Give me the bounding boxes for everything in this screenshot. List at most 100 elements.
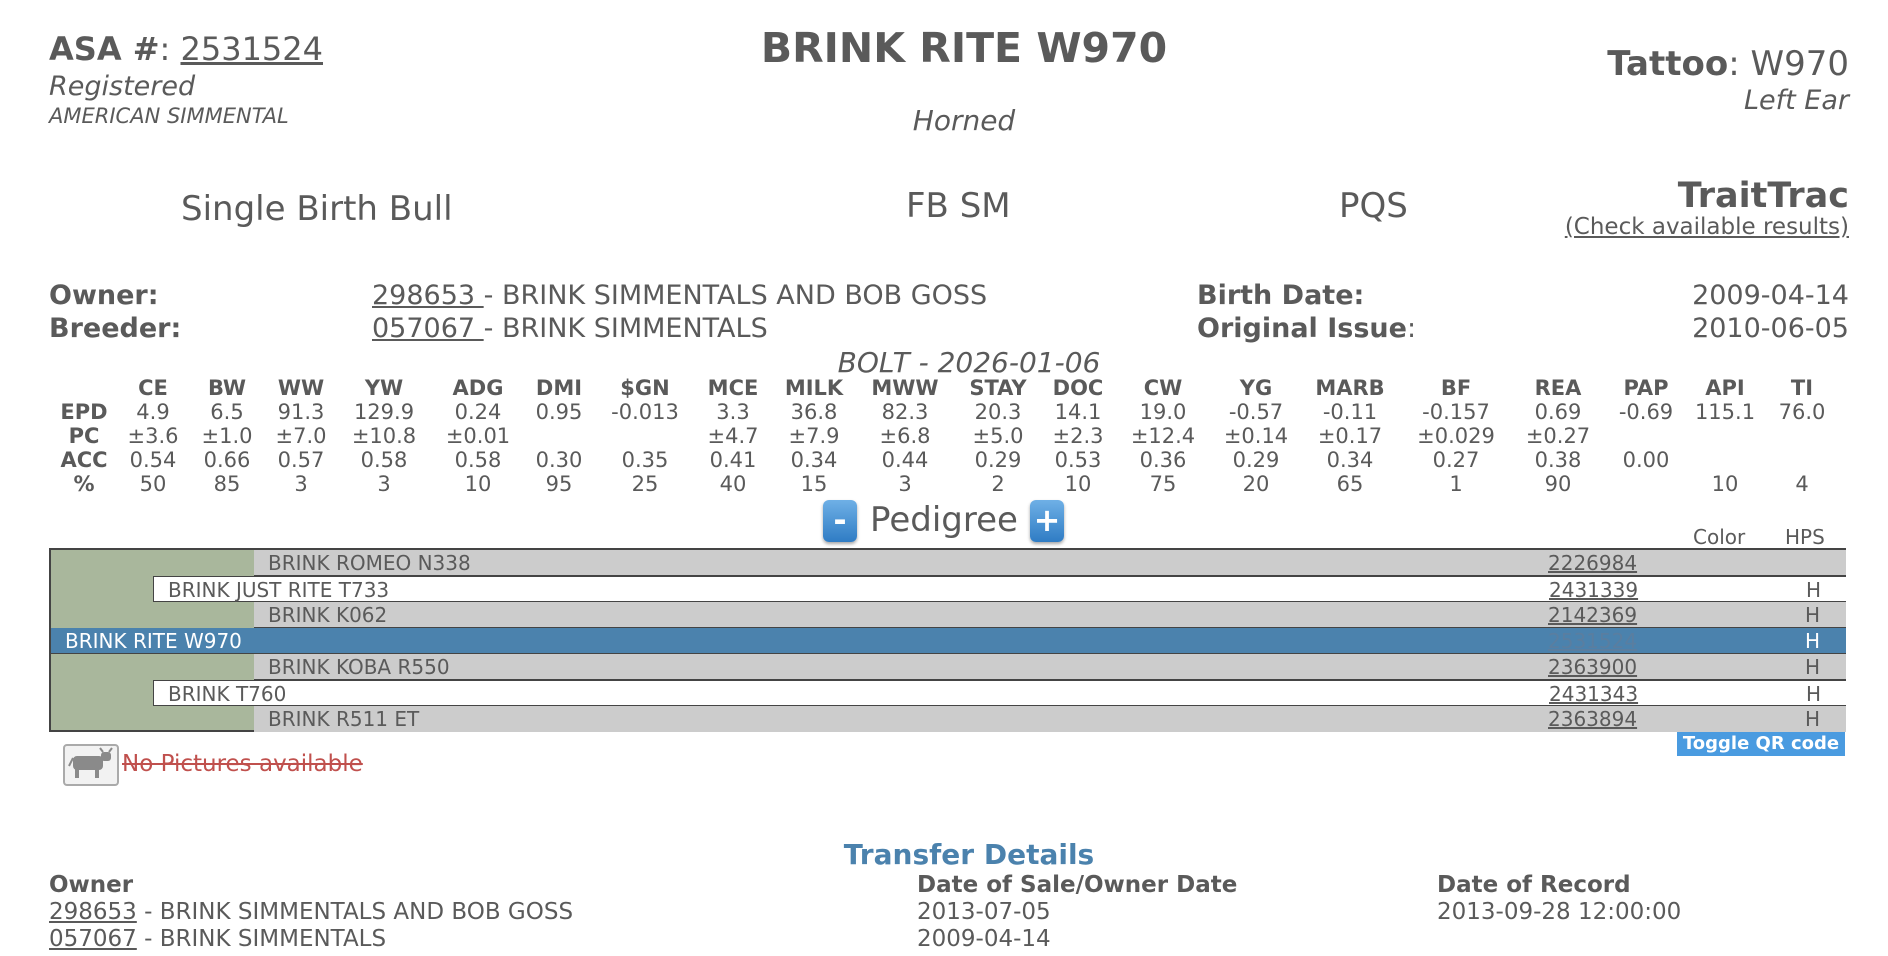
- epd-cell: -0.57: [1228, 400, 1284, 424]
- pedigree-hps: H: [1806, 682, 1822, 706]
- epd-cell: ±3.6: [127, 424, 179, 448]
- epd-cell: ±10.8: [351, 424, 417, 448]
- epd-cell: 15: [800, 472, 828, 496]
- transfer-owner-id-link[interactable]: 057067: [49, 926, 137, 952]
- epd-cell: 0.35: [621, 448, 669, 472]
- pedigree-reg-link[interactable]: 2363900: [1548, 655, 1638, 679]
- no-pictures-link[interactable]: No Pictures available: [122, 751, 363, 777]
- cow-icon[interactable]: [63, 744, 119, 786]
- epd-cell: ±0.27: [1525, 424, 1591, 448]
- epd-cell: 50: [139, 472, 167, 496]
- original-issue-date: 2010-06-05: [1692, 313, 1849, 344]
- owner-id-link[interactable]: 298653: [372, 280, 484, 311]
- epd-col-header: TI: [1790, 376, 1814, 400]
- epd-col-header: PAP: [1623, 376, 1669, 400]
- epd-cell: -0.157: [1422, 400, 1490, 424]
- pedigree-animal-name: BRINK ROMEO N338: [268, 551, 471, 575]
- epd-cell: 10: [464, 472, 492, 496]
- epd-cell: 0.00: [1622, 448, 1670, 472]
- epd-col-header: ADG: [452, 376, 504, 400]
- epd-cell: 0.54: [129, 448, 177, 472]
- transfer-row-1-owner: 298653 - BRINK SIMMENTALS AND BOB GOSS: [49, 899, 573, 925]
- pedigree-reg-link[interactable]: 2363894: [1548, 707, 1638, 731]
- epd-cell: 0.44: [881, 448, 929, 472]
- epd-cell: 65: [1336, 472, 1364, 496]
- epd-col-header: REA: [1534, 376, 1582, 400]
- pedigree-collapse-button[interactable]: -: [823, 500, 857, 542]
- asa-label: ASA #: [49, 30, 160, 68]
- pedigree-reg-link[interactable]: 2431339: [1549, 578, 1639, 602]
- cow-icon-graphic: [68, 747, 113, 778]
- epd-row-pc: PC ±3.6 ±1.0 ±7.0 ±10.8 ±0.01 ±4.7 ±7.9 ±6.8 ±5.0…: [49, 424, 1849, 448]
- epd-cell: ±0.14: [1223, 424, 1289, 448]
- epd-cell: 0.36: [1139, 448, 1187, 472]
- epd-cell: 0.66: [203, 448, 251, 472]
- epd-cell: ±1.0: [201, 424, 253, 448]
- pedigree-expand-button[interactable]: +: [1030, 500, 1064, 542]
- epd-cell: ±12.4: [1130, 424, 1196, 448]
- pqs: PQS: [1339, 186, 1408, 226]
- epd-row-acc: ACC 0.54 0.66 0.57 0.58 0.58 0.30 0.35 0.41 0.34 0…: [49, 448, 1849, 472]
- tattoo-location: Left Ear: [1743, 85, 1849, 116]
- pedigree-reg-link[interactable]: 2226984: [1548, 551, 1638, 575]
- epd-run-label: BOLT - 2026-01-06: [837, 346, 1101, 379]
- pedigree-row-subject: BRINK RITE W970 2531524 H: [51, 628, 1846, 654]
- epd-header-row: CE BW WW YW ADG DMI $GN MCE MILK MWW STAY DOC CW YG MA…: [49, 376, 1849, 400]
- epd-cell: 3: [898, 472, 912, 496]
- epd-cell: 90: [1544, 472, 1572, 496]
- transfer-row-1-sale-date: 2013-07-05: [917, 899, 1051, 925]
- epd-cell: 6.5: [210, 400, 244, 424]
- epd-cell: 75: [1149, 472, 1177, 496]
- original-issue-sep: :: [1406, 313, 1417, 344]
- epd-col-header: CW: [1143, 376, 1183, 400]
- asa-number-line: ASA #: 2531524: [49, 30, 323, 68]
- pedigree-title: Pedigree: [870, 500, 1018, 540]
- pedigree-row: BRINK K062 2142369 H: [254, 602, 1846, 628]
- asa-number-link[interactable]: 2531524: [180, 30, 323, 68]
- pedigree-row: BRINK R511 ET 2363894 H: [254, 706, 1846, 732]
- breeder-name: - BRINK SIMMENTALS: [483, 313, 768, 344]
- pedigree-color-header: Color: [1693, 525, 1746, 549]
- epd-cell: 0.29: [974, 448, 1022, 472]
- tattoo-value: W970: [1750, 44, 1849, 84]
- owner-info: 298653 - BRINK SIMMENTALS AND BOB GOSS: [372, 280, 987, 311]
- epd-cell: 40: [719, 472, 747, 496]
- pedigree-hps: H: [1805, 707, 1821, 731]
- pedigree-hps: H: [1806, 578, 1822, 602]
- transfer-record-date-header: Date of Record: [1437, 872, 1631, 898]
- tattoo-sep: :: [1728, 44, 1740, 84]
- epd-cell: ±2.3: [1052, 424, 1104, 448]
- epd-col-header: MCE: [707, 376, 759, 400]
- pedigree-reg-link[interactable]: 2531524: [1548, 629, 1638, 653]
- epd-cell: 4.9: [136, 400, 170, 424]
- epd-cell: 0.24: [454, 400, 502, 424]
- transfer-owner-id-link[interactable]: 298653: [49, 899, 137, 925]
- epd-cell: 4: [1795, 472, 1809, 496]
- epd-row-epd: EPD 4.9 6.5 91.3 129.9 0.24 0.95 -0.013 3.3 36.8 8…: [49, 400, 1849, 424]
- pedigree-row: BRINK KOBA R550 2363900 H: [254, 654, 1846, 680]
- birth-date: 2009-04-14: [1692, 280, 1849, 311]
- epd-cell: 20: [1242, 472, 1270, 496]
- traittrac-results-link[interactable]: (Check available results): [1564, 214, 1849, 240]
- epd-cell: 76.0: [1778, 400, 1826, 424]
- epd-row-label: PC: [68, 424, 100, 448]
- toggle-qr-code-button[interactable]: Toggle QR code: [1677, 732, 1845, 756]
- pedigree-reg-link[interactable]: 2431343: [1549, 682, 1639, 706]
- epd-cell: -0.013: [611, 400, 679, 424]
- epd-cell: ±0.029: [1417, 424, 1495, 448]
- original-issue-label: Original Issue: [1197, 313, 1407, 344]
- traittrac-title: TraitTrac: [1677, 176, 1849, 216]
- epd-cell: 0.95: [535, 400, 583, 424]
- epd-row-label: ACC: [60, 448, 108, 472]
- transfer-sale-date-header: Date of Sale/Owner Date: [917, 872, 1238, 898]
- transfer-details-title: Transfer Details: [843, 838, 1095, 871]
- epd-col-header: BF: [1440, 376, 1472, 400]
- epd-col-header: API: [1705, 376, 1745, 400]
- epd-cell: 82.3: [881, 400, 929, 424]
- epd-cell: ±7.9: [788, 424, 840, 448]
- breeder-id-link[interactable]: 057067: [372, 313, 484, 344]
- transfer-owner-name: - BRINK SIMMENTALS: [136, 926, 387, 952]
- pedigree-reg-link[interactable]: 2142369: [1548, 603, 1638, 627]
- epd-col-header: BW: [207, 376, 247, 400]
- horn-status: Horned: [912, 104, 1016, 137]
